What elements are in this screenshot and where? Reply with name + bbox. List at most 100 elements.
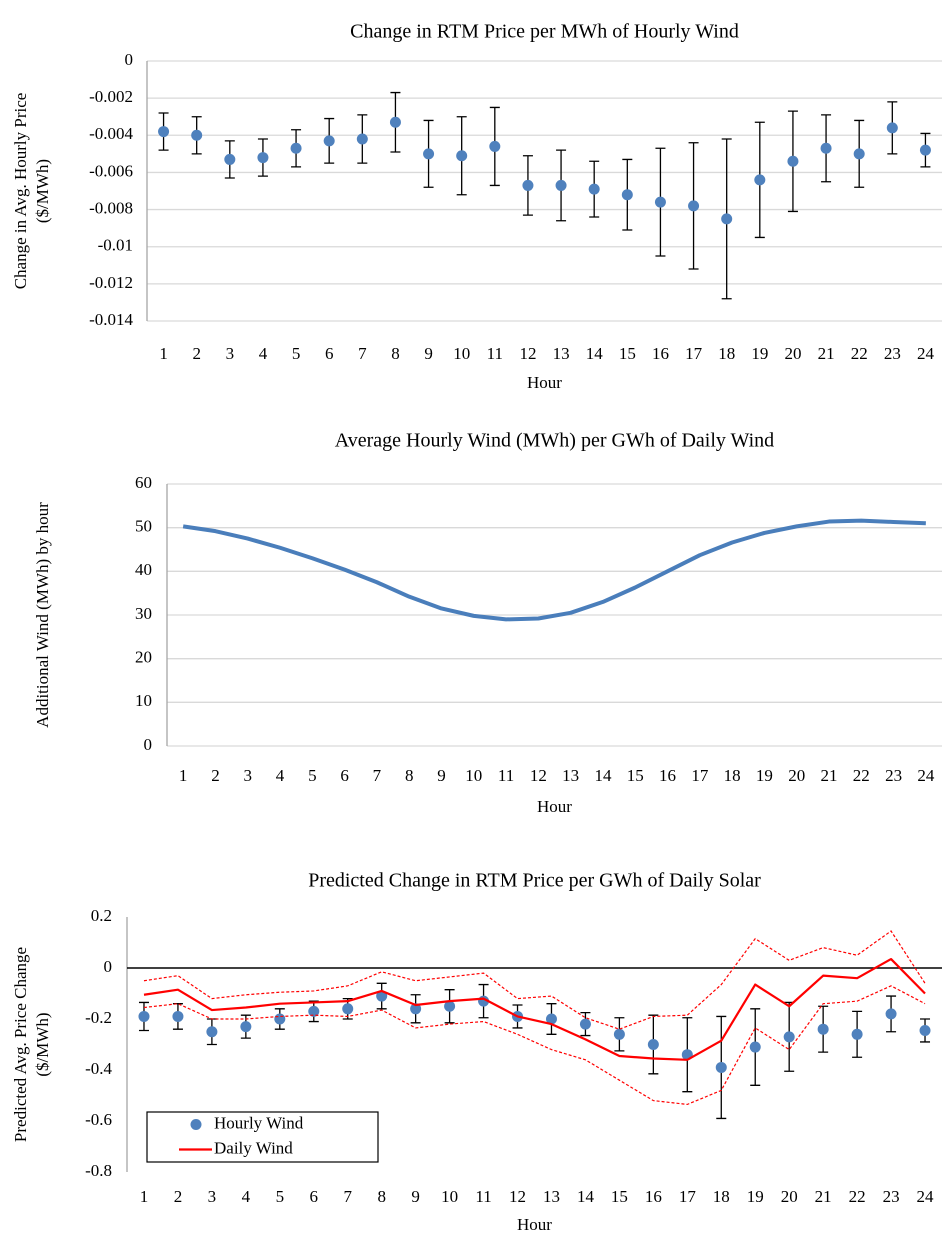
point	[206, 1026, 218, 1038]
x-tick-label: 14	[586, 344, 604, 363]
point	[138, 1010, 150, 1022]
x-tick-label: 3	[226, 344, 235, 363]
x-tick-label: 6	[310, 1187, 319, 1206]
x-tick-label: 2	[211, 766, 220, 785]
x-tick-label: 16	[652, 344, 669, 363]
x-tick-label: 17	[685, 344, 703, 363]
x-tick-label: 22	[851, 344, 868, 363]
chart-title: Average Hourly Wind (MWh) per GWh of Dai…	[335, 430, 774, 452]
x-tick-label: 18	[718, 344, 735, 363]
point	[749, 1041, 761, 1053]
x-tick-label: 8	[377, 1187, 386, 1206]
point	[240, 1021, 252, 1033]
x-tick-label: 1	[140, 1187, 149, 1206]
point	[919, 1024, 931, 1036]
y-tick-label: 20	[135, 648, 152, 667]
x-tick-label: 5	[276, 1187, 285, 1206]
y-axis-title: ($/MWh)	[33, 159, 52, 223]
point	[688, 200, 700, 212]
x-tick-label: 2	[192, 344, 201, 363]
x-tick-label: 22	[849, 1187, 866, 1206]
x-tick-label: 8	[391, 344, 400, 363]
y-tick-label: -0.004	[89, 124, 133, 143]
x-tick-label: 15	[619, 344, 636, 363]
y-tick-label: 10	[135, 691, 152, 710]
y-tick-label: 0.2	[91, 906, 112, 925]
point	[613, 1028, 625, 1040]
x-tick-label: 9	[411, 1187, 420, 1206]
x-tick-label: 20	[788, 766, 805, 785]
x-tick-label: 24	[917, 766, 935, 785]
x-tick-label: 4	[259, 344, 268, 363]
x-tick-label: 23	[884, 344, 901, 363]
y-tick-label: -0.014	[89, 310, 133, 329]
point	[588, 183, 600, 195]
point	[356, 133, 368, 145]
y-tick-label: 50	[135, 517, 152, 536]
x-tick-label: 17	[691, 766, 709, 785]
y-axis-title: Additional Wind (MWh) by hour	[33, 502, 52, 728]
point	[579, 1018, 591, 1030]
x-tick-label: 23	[883, 1187, 900, 1206]
x-tick-label: 21	[818, 344, 835, 363]
x-tick-label: 13	[562, 766, 579, 785]
x-tick-label: 23	[885, 766, 902, 785]
y-tick-label: -0.002	[89, 87, 133, 106]
x-tick-label: 14	[594, 766, 612, 785]
y-tick-label: -0.012	[89, 273, 133, 292]
x-tick-label: 13	[543, 1187, 560, 1206]
x-tick-label: 12	[530, 766, 547, 785]
y-tick-label: -0.008	[89, 198, 133, 217]
point	[919, 144, 931, 156]
x-tick-label: 7	[343, 1187, 352, 1206]
x-tick-label: 20	[781, 1187, 798, 1206]
y-tick-label: 40	[135, 560, 152, 579]
y-tick-label: 0	[104, 957, 113, 976]
chart-title: Change in RTM Price per MWh of Hourly Wi…	[350, 21, 739, 43]
x-tick-label: 7	[358, 344, 367, 363]
x-tick-label: 12	[519, 344, 536, 363]
x-tick-label: 10	[453, 344, 470, 363]
point	[754, 174, 766, 186]
x-tick-label: 14	[577, 1187, 595, 1206]
x-tick-label: 9	[424, 344, 433, 363]
x-tick-label: 15	[627, 766, 644, 785]
upper-bound-line	[143, 930, 926, 1030]
point	[787, 155, 799, 167]
point	[886, 122, 898, 134]
y-tick-label: -0.8	[85, 1161, 112, 1180]
x-tick-label: 24	[917, 1187, 935, 1206]
point	[172, 1010, 184, 1022]
point	[274, 1013, 286, 1025]
x-tick-label: 16	[645, 1187, 662, 1206]
line	[182, 518, 926, 622]
x-tick-label: 22	[853, 766, 870, 785]
point	[721, 213, 733, 225]
legend-label: Hourly Wind	[214, 1113, 304, 1132]
x-tick-label: 11	[475, 1187, 491, 1206]
y-tick-label: 30	[135, 604, 152, 623]
point	[783, 1031, 795, 1043]
y-tick-label: -0.4	[85, 1059, 112, 1078]
y-axis-title: Predicted Avg. Price Change	[11, 947, 30, 1142]
x-tick-label: 5	[292, 344, 301, 363]
x-tick-label: 8	[405, 766, 414, 785]
y-tick-label: -0.006	[89, 161, 133, 180]
x-tick-label: 6	[325, 344, 334, 363]
y-tick-label: -0.01	[98, 236, 133, 255]
point	[853, 148, 865, 160]
point	[224, 153, 236, 165]
x-tick-label: 19	[751, 344, 768, 363]
point	[885, 1008, 897, 1020]
x-tick-label: 4	[276, 766, 285, 785]
x-tick-label: 4	[242, 1187, 251, 1206]
x-tick-label: 19	[747, 1187, 764, 1206]
x-tick-label: 24	[917, 344, 935, 363]
point	[308, 1005, 320, 1017]
x-tick-label: 1	[179, 766, 188, 785]
x-tick-label: 3	[208, 1187, 217, 1206]
y-tick-label: 60	[135, 473, 152, 492]
x-tick-label: 10	[465, 766, 482, 785]
lower-bound-line	[143, 985, 926, 1106]
x-tick-label: 18	[724, 766, 741, 785]
